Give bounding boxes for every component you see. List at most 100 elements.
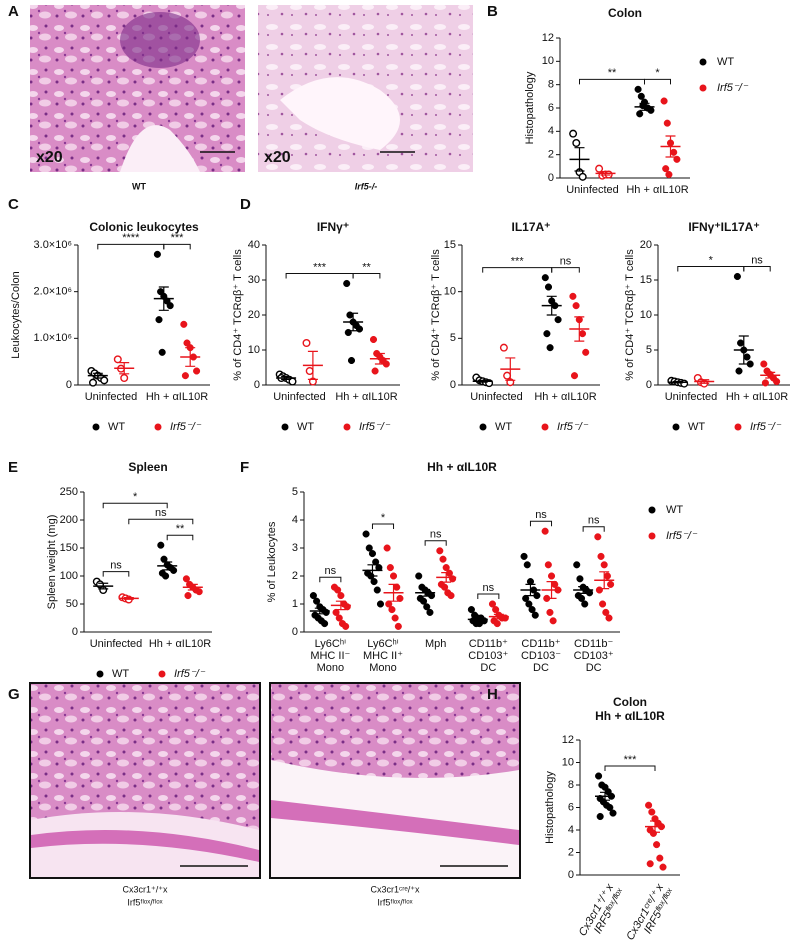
data-point [376,600,385,608]
sem-bar [665,135,676,158]
sem-bar [599,571,610,590]
data-point [475,620,483,628]
data-point [371,367,379,375]
significance-label: ns [325,565,337,577]
data-point [369,335,378,344]
x-tick-label: CD11b⁺ [521,638,560,650]
data-point [493,620,501,628]
data-point [659,863,667,871]
data-point [423,603,431,611]
y-tick-label: 5 [450,332,456,344]
data-point [670,148,678,156]
data-point [544,561,552,569]
legend-marker [96,670,104,678]
x-tick-label: Hh + αIL10R [335,391,397,403]
image-detail [271,684,519,778]
panel-label: D [240,196,251,213]
data-point [503,371,512,380]
data-point [335,614,343,622]
legend-label: WT [108,421,125,433]
data-point [305,367,314,376]
data-point [603,572,611,580]
significance-bracket [529,520,553,527]
sem-bar [420,588,431,597]
y-tick-label: 0 [72,626,78,638]
panel-label: E [8,459,18,476]
panel-g-images: Cx3cr1⁺/⁺x Irf5ᶠˡᵒˣ/ᶠˡᵒˣ Cx3cr1ᶜʳᵉ/⁺x Ir… [29,682,521,907]
sem-bar [574,316,585,342]
chart-title: Spleen [128,460,167,474]
data-point [597,552,605,560]
significance-bracket [163,243,191,250]
data-point [646,860,654,868]
y-tick-label: 12 [542,32,554,44]
x-tick-label: Uninfected [85,391,138,403]
image-detail [120,12,200,68]
significance-bracket [371,523,395,529]
data-point [302,339,311,348]
data-point [100,376,109,385]
sem-bar [738,335,749,365]
sem-bar [281,376,292,380]
y-axis-label: Histopathology [544,771,556,844]
data-point [543,330,551,338]
legend-label: WT [666,504,683,516]
panel-label: H [487,686,498,703]
chart-title: Hh + αIL10R [427,460,497,474]
x-tick-label: Uninfected [665,391,718,403]
y-axis-label: Histopathology [524,71,536,144]
data-point [609,809,617,817]
data-point [634,85,642,93]
data-point [737,339,745,347]
sem-bar [307,350,318,380]
y-axis-label: % of Leukocytes [266,521,278,602]
y-tick-label: 8 [548,79,554,91]
significance-label: ns [588,515,600,527]
sem-bar [123,596,134,600]
image-caption: WT [132,181,146,191]
sem-bar [98,582,109,590]
data-point [426,608,434,616]
y-axis-label: Leukocytes/Colon [10,271,22,358]
x-tick-label: Uninfected [273,391,326,403]
data-point [572,138,581,147]
data-point [391,614,399,622]
y-tick-label: 6 [568,801,574,813]
legend-marker [343,423,351,431]
data-point [389,572,398,580]
data-point [193,367,201,375]
image-detail [120,125,200,172]
data-point [162,572,170,580]
sem-bar [765,371,776,379]
significance-label: *** [313,261,327,273]
data-point [322,608,330,616]
image-caption: Irf5ᶠˡᵒˣ/ᶠˡᵒˣ [377,897,412,907]
data-point [342,622,350,630]
data-point [334,586,342,594]
y-tick-label: 0 [568,869,574,881]
sem-bar [367,564,378,577]
data-point [578,330,587,338]
chart-title: IL17A⁺ [511,220,550,234]
data-point [606,803,614,812]
significance-label: ** [176,523,185,535]
image-caption: Cx3cr1ᶜʳᵉ/⁺x [371,884,420,894]
legend-marker [699,84,707,92]
data-point [743,353,751,361]
y-tick-label: 0 [548,172,554,184]
y-tick-label: 2.0×10⁶ [34,286,72,298]
sem-bar [493,613,504,620]
x-tick-label: Uninfected [470,391,523,403]
data-point [760,360,768,368]
magnification: x20 [36,149,63,166]
significance-bracket [319,576,342,583]
sem-bar [505,357,516,381]
sem-bar [546,581,557,599]
sem-bar [639,102,650,111]
significance-label: * [655,67,660,79]
data-point [645,801,653,809]
x-tick-label: DC [480,662,496,674]
panel-label: G [8,686,20,703]
chart-title: Colonic leukocytes [89,220,199,234]
y-tick-label: 100 [60,570,78,582]
